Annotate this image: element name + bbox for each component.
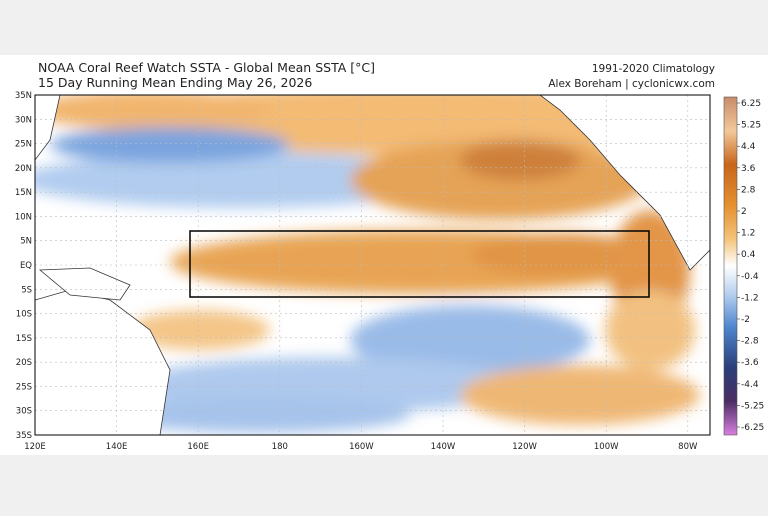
climatology: 1991-2020 Climatology <box>592 63 715 75</box>
map <box>35 95 710 435</box>
lat-label: 25S <box>16 382 32 392</box>
colorbar-label: -2.8 <box>741 337 759 347</box>
colorbar <box>723 96 738 436</box>
lat-label: 30S <box>16 407 32 417</box>
lat-label: EQ <box>20 261 32 271</box>
lon-label: 80W <box>678 442 698 452</box>
lat-label: 15S <box>16 334 32 344</box>
colorbar-label: -2 <box>741 315 750 325</box>
lat-label: 25N <box>15 140 32 150</box>
colorbar-label: 4.4 <box>741 142 756 152</box>
map-frame <box>34 94 711 436</box>
lat-label: 15N <box>15 188 32 198</box>
lon-label: 140E <box>106 442 128 452</box>
colorbar-label: 2 <box>741 207 747 217</box>
lon-label: 120W <box>512 442 537 452</box>
lon-label: 160W <box>349 442 374 452</box>
lat-label: 35S <box>16 431 32 441</box>
colorbar-label: -1.2 <box>741 293 759 303</box>
lon-label: 180 <box>272 442 288 452</box>
lat-label: 5S <box>21 285 32 295</box>
colorbar-label: 0.4 <box>741 250 756 260</box>
lat-label: 10S <box>16 310 32 320</box>
lat-label: 5N <box>20 237 32 247</box>
lat-label: 20N <box>15 164 32 174</box>
colorbar-label: -4.4 <box>741 380 759 390</box>
colorbar-label: 6.25 <box>741 99 761 109</box>
lat-label: 35N <box>15 91 32 101</box>
lon-label: 100W <box>594 442 619 452</box>
colorbar-label: -3.6 <box>741 358 759 368</box>
lat-label: 10N <box>15 212 32 222</box>
colorbar-label: -0.4 <box>741 272 759 282</box>
lon-label: 160E <box>187 442 209 452</box>
lon-label: 140W <box>431 442 456 452</box>
subtitle: 15 Day Running Mean Ending May 26, 2026 <box>38 75 312 90</box>
lat-label: 30N <box>15 115 32 125</box>
lat-label: 20S <box>16 358 32 368</box>
colorbar-label: -6.25 <box>741 423 764 433</box>
colorbar-label: 3.6 <box>741 164 756 174</box>
colorbar-label: 2.8 <box>741 185 756 195</box>
colorbar-label: -5.25 <box>741 401 764 411</box>
credit: Alex Boreham | cyclonicwx.com <box>548 78 715 90</box>
title: NOAA Coral Reef Watch SSTA - Global Mean… <box>38 60 375 75</box>
lon-label: 120E <box>24 442 46 452</box>
nino-box <box>189 230 650 298</box>
colorbar-label: 5.25 <box>741 121 761 131</box>
colorbar-label: 1.2 <box>741 229 755 239</box>
